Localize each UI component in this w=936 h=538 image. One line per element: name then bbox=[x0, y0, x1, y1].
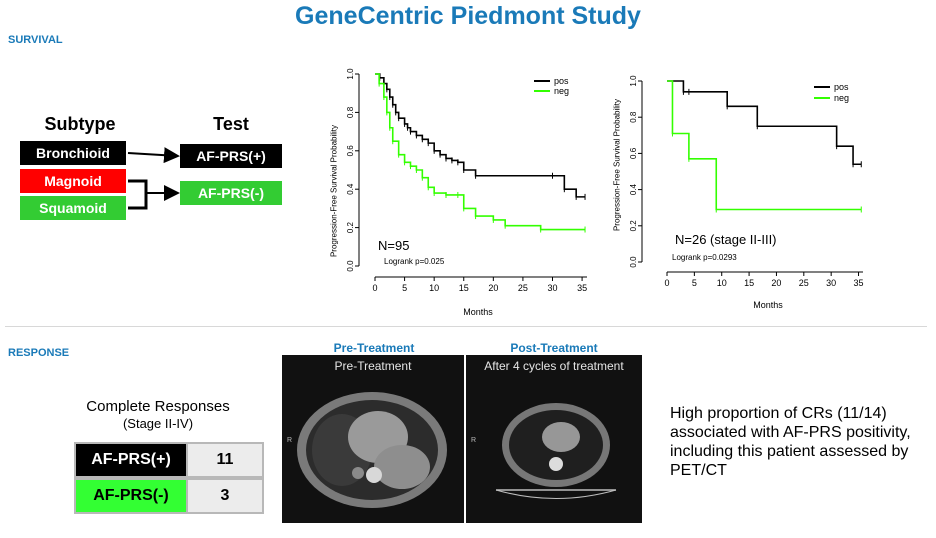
c1-ytick-label-4: 0.8 bbox=[346, 106, 355, 118]
c1-pvalue: Logrank p=0.025 bbox=[384, 257, 445, 266]
c2-ylabel: Progression-Free Survival Probability bbox=[613, 99, 622, 231]
findings-note: High proportion of CRs (11/14) associate… bbox=[670, 405, 911, 479]
test-af-prs-negative: AF-PRS(-) bbox=[180, 181, 282, 205]
c2-xtick-label-4: 20 bbox=[771, 278, 781, 288]
section-response: RESPONSE bbox=[8, 347, 70, 359]
c1-xtick-label-1: 5 bbox=[402, 283, 407, 293]
svg-text:R: R bbox=[471, 437, 476, 444]
test-af-prs-positive: AF-PRS(+) bbox=[180, 144, 282, 168]
c1-series bbox=[375, 73, 586, 233]
c2-series-pos bbox=[667, 80, 862, 166]
c1-ytick-label-3: 0.6 bbox=[346, 145, 355, 157]
post-treatment-label: Post-Treatment bbox=[510, 341, 598, 355]
c1-ytick-label-1: 0.2 bbox=[346, 221, 355, 233]
arrow-bronchioid bbox=[127, 147, 180, 164]
section-divider bbox=[5, 326, 927, 327]
c1-ylabel: Progression-Free Survival Probability bbox=[330, 125, 339, 257]
post-treatment-ct-image: After 4 cycles of treatment R bbox=[466, 355, 642, 523]
c2-legend-neg: neg bbox=[834, 93, 849, 103]
c2-ytick-label-3: 0.6 bbox=[629, 147, 638, 159]
c2-xtick-label-1: 5 bbox=[692, 278, 697, 288]
c1-legend-neg: neg bbox=[554, 86, 569, 96]
c2-xtick-label-2: 10 bbox=[717, 278, 727, 288]
c2-xlabel: Months bbox=[753, 300, 783, 310]
c1-x-ticks: 0 5 10 15 20 25 30 35 bbox=[372, 277, 587, 293]
pre-treatment-label: Pre-Treatment bbox=[333, 341, 415, 355]
subtype-header: Subtype bbox=[44, 114, 116, 134]
c2-xtick-label-7: 35 bbox=[854, 278, 864, 288]
c2-ytick-label-0: 0.0 bbox=[629, 256, 638, 268]
complete-responses-table: AF-PRS(+) 11 AF-PRS(-) 3 bbox=[74, 442, 264, 514]
c1-series-neg bbox=[375, 73, 586, 231]
ct-scan-post: R bbox=[471, 403, 617, 499]
page-title: GeneCentric Piedmont Study bbox=[295, 2, 641, 30]
c2-y-ticks: 0.0 0.2 0.4 0.6 0.8 1.0 bbox=[629, 75, 642, 268]
pre-treatment-ct-image: Pre-Treatment R bbox=[282, 355, 464, 523]
cr-row-positive-label: AF-PRS(+) bbox=[76, 444, 186, 476]
c2-ytick-label-5: 1.0 bbox=[629, 75, 638, 87]
c1-xtick-label-7: 35 bbox=[577, 283, 587, 293]
c2-annotation: N=26 (stage II-III) bbox=[675, 232, 777, 247]
c1-xtick-label-2: 10 bbox=[429, 283, 439, 293]
c2-xtick-label-0: 0 bbox=[664, 278, 669, 288]
ct-scan-pre: R bbox=[287, 392, 447, 508]
subtype-magnoid: Magnoid bbox=[20, 169, 126, 193]
c2-ytick-label-4: 0.8 bbox=[629, 111, 638, 123]
c2-x-ticks: 0 5 10 15 20 25 30 35 bbox=[664, 272, 864, 288]
c2-pvalue: Logrank p=0.0293 bbox=[672, 253, 737, 262]
km-chart-all: Progression-Free Survival Probability 0.… bbox=[330, 68, 587, 317]
bracket-magnoid-squamoid bbox=[128, 179, 148, 210]
c2-xtick-label-5: 25 bbox=[799, 278, 809, 288]
c1-y-ticks: 0.0 0.2 0.4 0.6 0.8 1.0 bbox=[346, 68, 359, 272]
c2-series-neg bbox=[667, 80, 862, 211]
classification-arrows bbox=[127, 147, 180, 210]
c2-ytick-label-2: 0.4 bbox=[629, 183, 638, 195]
c2-ytick-label-1: 0.2 bbox=[629, 220, 638, 232]
c1-xtick-label-0: 0 bbox=[372, 283, 377, 293]
pre-treatment-caption: Pre-Treatment bbox=[334, 359, 412, 373]
c2-xtick-label-6: 30 bbox=[826, 278, 836, 288]
c1-ytick-label-0: 0.0 bbox=[346, 260, 355, 272]
c2-legend-pos: pos bbox=[834, 82, 849, 92]
complete-responses-title: Complete Responses bbox=[86, 398, 230, 415]
subtype-bronchioid: Bronchioid bbox=[20, 141, 126, 165]
c1-xtick-label-6: 30 bbox=[547, 283, 557, 293]
complete-responses-subtitle: (Stage II-IV) bbox=[122, 416, 194, 431]
post-treatment-caption: After 4 cycles of treatment bbox=[484, 359, 624, 373]
c1-xlabel: Months bbox=[463, 307, 493, 317]
c1-xtick-label-5: 25 bbox=[518, 283, 528, 293]
km-chart-stage-ii-iii: Progression-Free Survival Probability 0.… bbox=[613, 75, 864, 310]
c1-xtick-label-3: 15 bbox=[459, 283, 469, 293]
c2-xtick-label-3: 15 bbox=[744, 278, 754, 288]
c2-series bbox=[667, 80, 862, 213]
c1-legend-pos: pos bbox=[554, 76, 569, 86]
c1-xtick-label-4: 20 bbox=[488, 283, 498, 293]
c1-ytick-label-5: 1.0 bbox=[346, 68, 355, 80]
c1-annotation: N=95 bbox=[378, 238, 409, 253]
test-header: Test bbox=[213, 114, 249, 134]
section-survival: SURVIVAL bbox=[8, 34, 63, 46]
cr-row-negative-value: 3 bbox=[188, 480, 262, 512]
subtype-squamoid: Squamoid bbox=[20, 196, 126, 220]
svg-text:R: R bbox=[287, 437, 292, 444]
c1-ytick-label-2: 0.4 bbox=[346, 183, 355, 195]
cr-row-negative-label: AF-PRS(-) bbox=[76, 480, 186, 512]
cr-row-positive-value: 11 bbox=[188, 444, 262, 476]
